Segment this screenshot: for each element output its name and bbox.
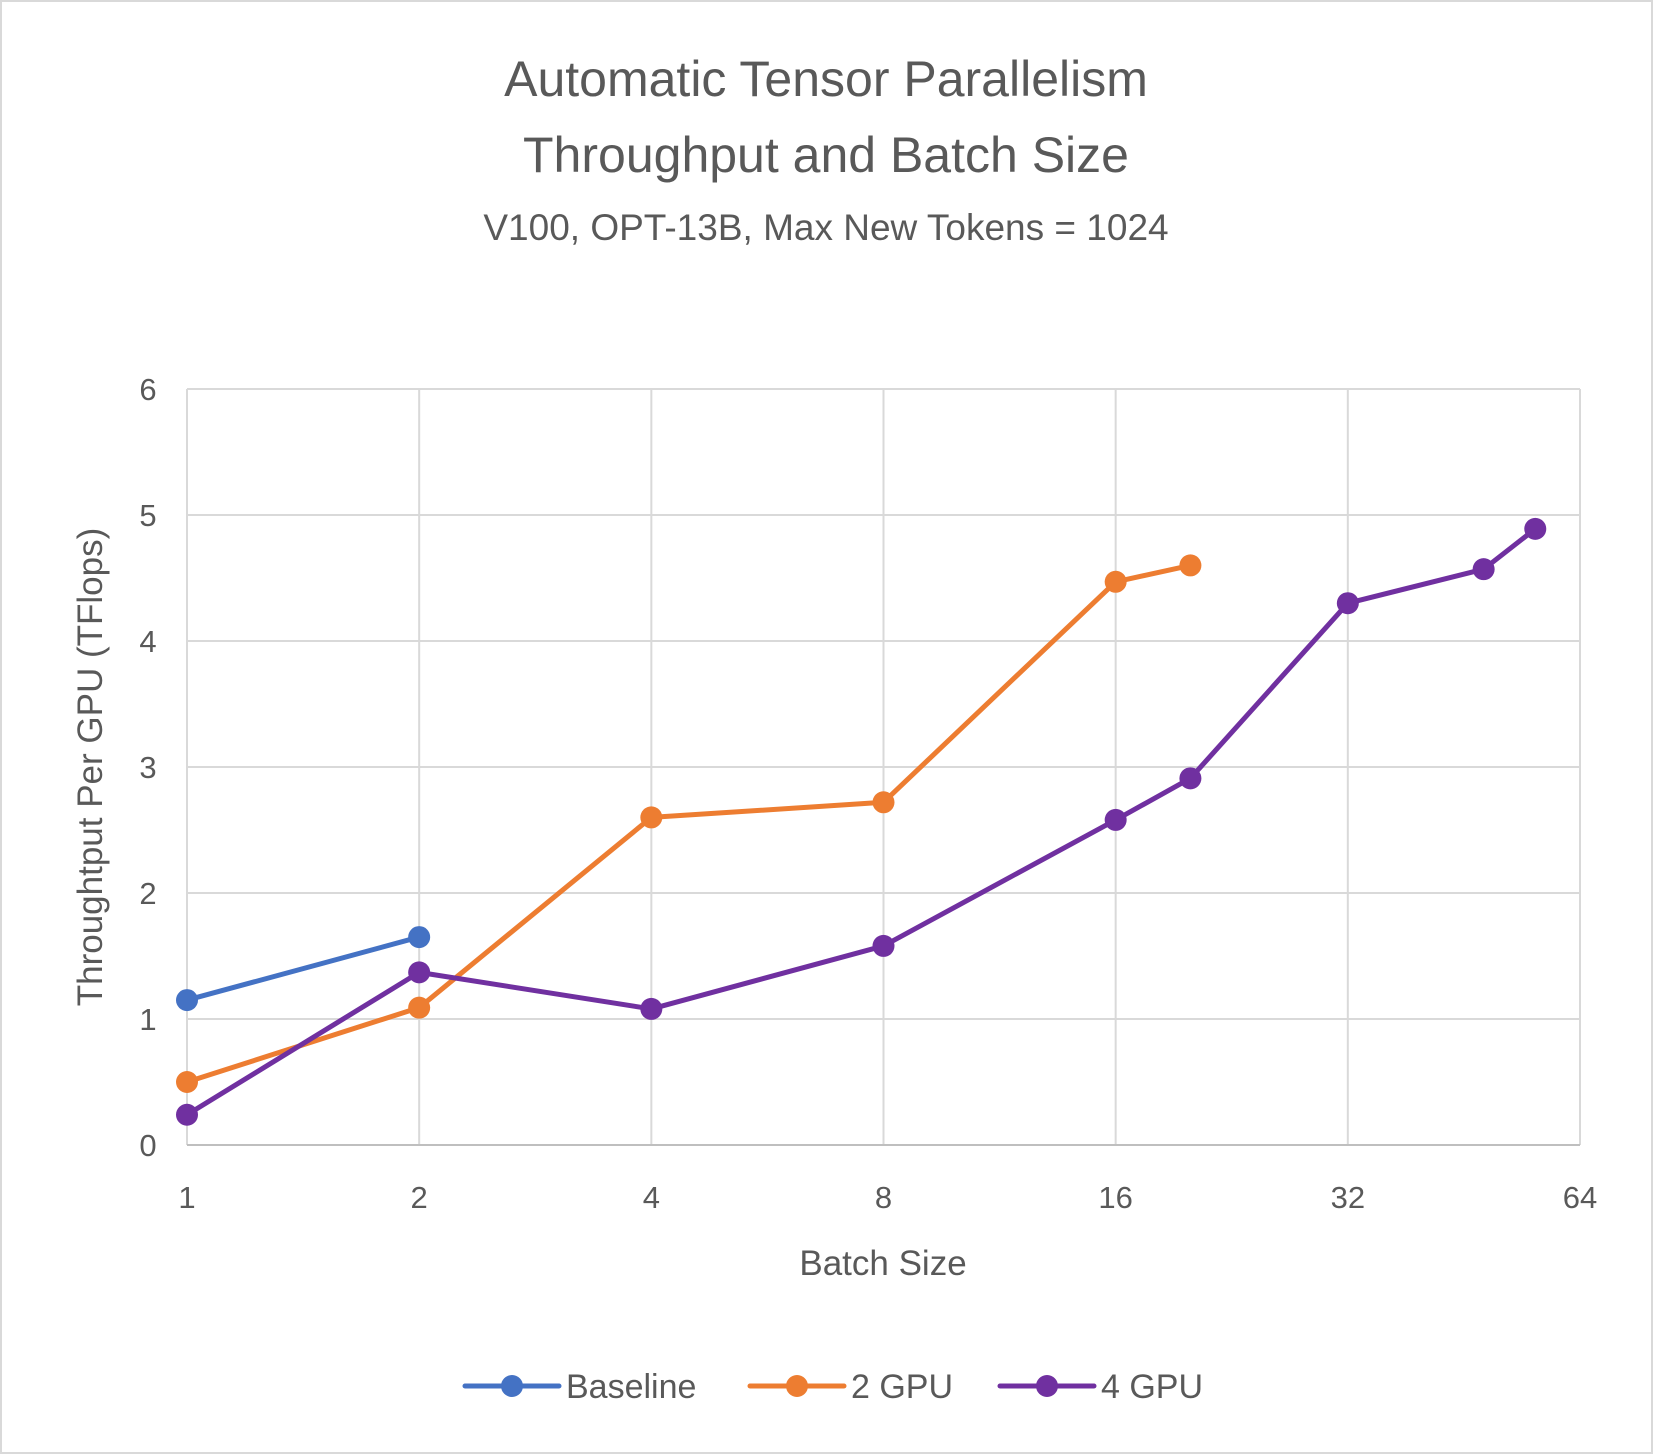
chart-title-line-2: Throughput and Batch Size (523, 127, 1129, 183)
legend-dot-marker (501, 1375, 523, 1397)
y-tick-label: 3 (139, 750, 156, 785)
series-line (186, 562, 1191, 1085)
legend-item: 2 GPU (747, 1368, 953, 1406)
grid (186, 388, 1581, 1146)
data-point (1179, 767, 1202, 790)
data-point (640, 997, 663, 1020)
legend-label: 2 GPU (851, 1368, 953, 1406)
legend-label: 4 GPU (1101, 1368, 1203, 1406)
y-axis-title: Throughtput Per GPU (TFlops) (71, 528, 110, 1007)
legend: Baseline 2 GPU 4 GPU (462, 1368, 1203, 1406)
data-point (408, 961, 431, 984)
data-point (1336, 592, 1359, 615)
y-tick-label: 6 (139, 372, 156, 407)
data-point (408, 996, 431, 1019)
data-point (640, 806, 663, 829)
data-point (872, 934, 895, 957)
x-axis-ticks: 1 2 4 8 16 32 64 (178, 1180, 1597, 1215)
legend-dot-marker (1036, 1375, 1058, 1397)
y-tick-label: 5 (139, 498, 156, 533)
y-tick-label: 1 (139, 1002, 156, 1037)
legend-item: Baseline (462, 1368, 696, 1406)
x-tick-label: 64 (1563, 1180, 1597, 1215)
data-point (176, 1103, 198, 1126)
data-point (872, 791, 895, 814)
data-point (1179, 554, 1202, 577)
x-tick-label: 16 (1098, 1180, 1132, 1215)
legend-item: 4 GPU (997, 1368, 1203, 1406)
y-tick-label: 2 (139, 876, 156, 911)
y-tick-label: 4 (139, 624, 156, 659)
data-point (176, 1071, 198, 1093)
x-tick-label: 32 (1331, 1180, 1365, 1215)
legend-label: Baseline (566, 1368, 696, 1406)
chart-title-line-1: Automatic Tensor Parallelism (504, 51, 1148, 107)
data-point (1524, 517, 1547, 540)
series-2-gpu (176, 554, 1202, 1093)
legend-dot-marker (786, 1375, 808, 1397)
x-axis-title: Batch Size (799, 1244, 966, 1283)
x-tick-label: 1 (178, 1180, 195, 1215)
data-point (408, 926, 431, 949)
chart-subtitle: V100, OPT-13B, Max New Tokens = 1024 (483, 207, 1168, 248)
data-point (1104, 570, 1127, 593)
data-point (1472, 558, 1495, 581)
x-tick-label: 4 (643, 1180, 660, 1215)
data-point (176, 989, 198, 1012)
series-line (186, 934, 420, 1003)
x-tick-label: 8 (875, 1180, 892, 1215)
y-tick-label: 0 (139, 1128, 156, 1163)
data-point (1104, 808, 1127, 831)
x-tick-label: 2 (411, 1180, 428, 1215)
y-axis-ticks: 0 1 2 3 4 5 6 (139, 372, 156, 1163)
series-line (185, 526, 1537, 1117)
series-4-gpu (176, 517, 1547, 1126)
series-group (176, 517, 1547, 1126)
series-baseline (176, 926, 431, 1012)
